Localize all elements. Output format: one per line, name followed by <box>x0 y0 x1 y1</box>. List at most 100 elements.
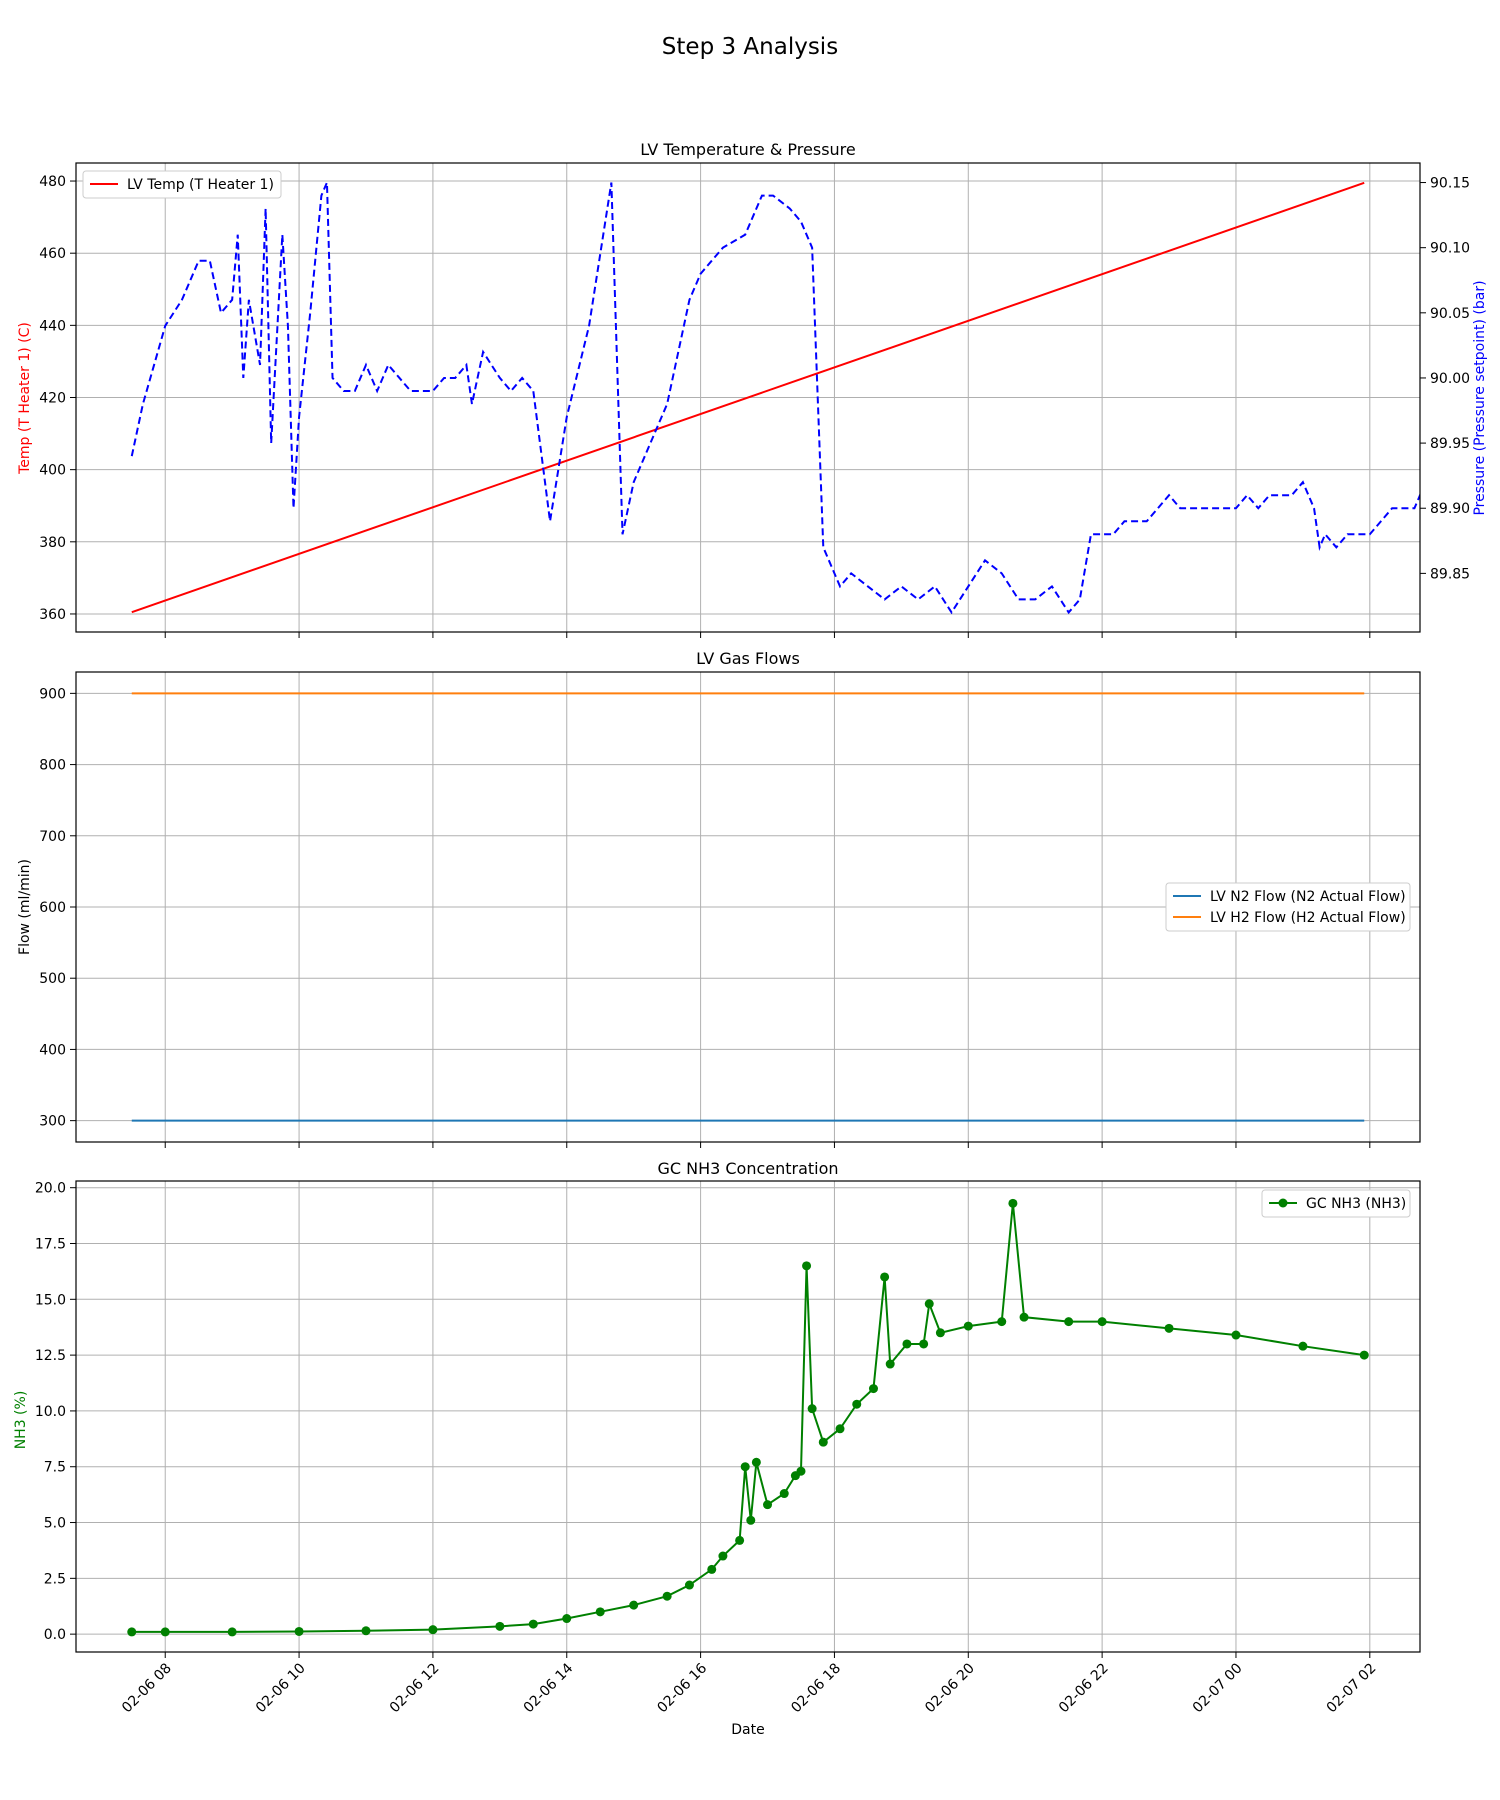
nh3-concentration-panel: GC NH3 Concentration NH3 (%) Date 0.0 2.5… <box>13 1159 1421 1738</box>
y2-tick-label: 90.15 <box>1430 176 1470 192</box>
legend-marker <box>1278 1198 1288 1208</box>
y2-tick-label: 90.10 <box>1430 241 1470 257</box>
x-tick-label: 02-06 14 <box>521 1660 577 1716</box>
nh3-point <box>763 1500 773 1510</box>
nh3-point <box>924 1299 934 1309</box>
nh3-point <box>1359 1350 1369 1360</box>
panel-title: LV Gas Flows <box>696 649 800 668</box>
x-tick-label: 02-06 08 <box>119 1660 175 1716</box>
series-group <box>127 1198 1369 1637</box>
y-tick-label: 360 <box>39 607 66 623</box>
nh3-point <box>902 1339 912 1349</box>
x-tick-label: 02-06 10 <box>253 1660 309 1716</box>
y-tick-label: 460 <box>39 246 66 262</box>
y-tick-label: 17.5 <box>35 1237 66 1253</box>
y-tick-label: 5.0 <box>44 1516 66 1532</box>
temperature-pressure-panel: LV Temperature & Pressure Temp (T Heater… <box>17 140 1488 638</box>
series-pressure-line <box>130 182 1420 615</box>
nh3-point <box>835 1424 845 1434</box>
gas-flows-panel: LV Gas Flows Flow (ml/min) 300 400 500 600 7… <box>17 649 1421 1148</box>
nh3-point <box>1164 1323 1174 1333</box>
legend-label: GC NH3 (NH3) <box>1306 1196 1406 1212</box>
y-tick-label: 300 <box>39 1114 66 1130</box>
y-tick-label: 600 <box>39 900 66 916</box>
nh3-point <box>796 1466 806 1476</box>
nh3-point <box>1008 1198 1018 1208</box>
nh3-point <box>428 1625 438 1635</box>
nh3-point <box>718 1551 728 1561</box>
nh3-point <box>818 1437 828 1447</box>
legend-label: LV N2 Flow (N2 Actual Flow) <box>1210 889 1406 905</box>
nh3-point <box>227 1627 237 1637</box>
nh3-point <box>779 1489 789 1499</box>
nh3-point <box>662 1591 672 1601</box>
grid <box>76 1181 1420 1652</box>
y-axis-label: NH3 (%) <box>13 1391 29 1450</box>
nh3-point <box>1064 1317 1074 1327</box>
y-tick-label: 500 <box>39 971 66 987</box>
nh3-point <box>735 1535 745 1545</box>
series-group <box>130 181 1420 615</box>
y-axis-label: Flow (ml/min) <box>17 859 33 955</box>
series-nh3-line <box>131 1203 1365 1633</box>
y-tick-label: 480 <box>39 174 66 190</box>
panel-title: LV Temperature & Pressure <box>640 140 856 159</box>
nh3-point <box>294 1626 304 1636</box>
y-tick-label: 0.0 <box>44 1627 66 1643</box>
legend-label: LV Temp (T Heater 1) <box>127 177 274 193</box>
x-tick-label: 02-06 22 <box>1056 1660 1112 1716</box>
nh3-point <box>127 1627 137 1637</box>
nh3-point <box>361 1626 371 1636</box>
nh3-point <box>807 1404 817 1414</box>
nh3-point <box>935 1328 945 1338</box>
y2-axis-label: Pressure (Pressure setpoint) (bar) <box>1472 280 1488 515</box>
y2-tick-label: 89.90 <box>1430 501 1470 517</box>
axes-frame <box>75 1180 1421 1653</box>
y-tick-label: 900 <box>39 686 66 702</box>
y-tick-label: 15.0 <box>35 1292 66 1308</box>
legend-box <box>1165 882 1411 932</box>
figure-suptitle: Step 3 Analysis <box>662 34 838 60</box>
nh3-point <box>1231 1330 1241 1340</box>
nh3-point <box>751 1457 761 1467</box>
nh3-point <box>852 1399 862 1409</box>
nh3-point <box>160 1627 170 1637</box>
x-tick-label: 02-06 18 <box>788 1660 844 1716</box>
x-tick-label: 02-06 20 <box>922 1660 978 1716</box>
y-tick-label: 400 <box>39 463 66 479</box>
y-tick-label: 10.0 <box>35 1404 66 1420</box>
x-tick-label: 02-07 00 <box>1190 1660 1246 1716</box>
panel-title: GC NH3 Concentration <box>657 1159 838 1178</box>
x-axis-label: Date <box>731 1722 764 1738</box>
nh3-point <box>1019 1312 1029 1322</box>
nh3-point <box>963 1321 973 1331</box>
nh3-point <box>1097 1317 1107 1327</box>
nh3-point <box>495 1621 505 1631</box>
legend-box <box>1261 1189 1411 1218</box>
nh3-point <box>997 1317 1007 1327</box>
y2-tick-label: 89.95 <box>1430 436 1470 452</box>
legend: GC NH3 (NH3) <box>1261 1189 1411 1218</box>
y2-tick-label: 90.00 <box>1430 371 1470 387</box>
x-tick-label: 02-06 12 <box>387 1660 443 1716</box>
x-tick-label: 02-06 16 <box>654 1660 710 1716</box>
legend-box <box>82 170 282 199</box>
nh3-point <box>562 1614 572 1624</box>
nh3-point <box>684 1580 694 1590</box>
y-tick-label: 440 <box>39 318 66 334</box>
y-tick-label: 380 <box>39 535 66 551</box>
nh3-point <box>802 1261 812 1271</box>
nh3-point <box>707 1564 717 1574</box>
y-tick-label: 800 <box>39 758 66 774</box>
y2-tick-label: 90.05 <box>1430 306 1470 322</box>
nh3-point <box>528 1619 538 1629</box>
y-tick-label: 7.5 <box>44 1460 66 1476</box>
y-tick-label: 20.0 <box>35 1181 66 1197</box>
axes-frame <box>75 162 1421 633</box>
y2-tick-label: 89.85 <box>1430 566 1470 582</box>
series-group <box>131 692 1365 1122</box>
nh3-point <box>868 1384 878 1394</box>
y-tick-label: 420 <box>39 391 66 407</box>
y-axis-label: Temp (T Heater 1) (C) <box>17 322 33 475</box>
